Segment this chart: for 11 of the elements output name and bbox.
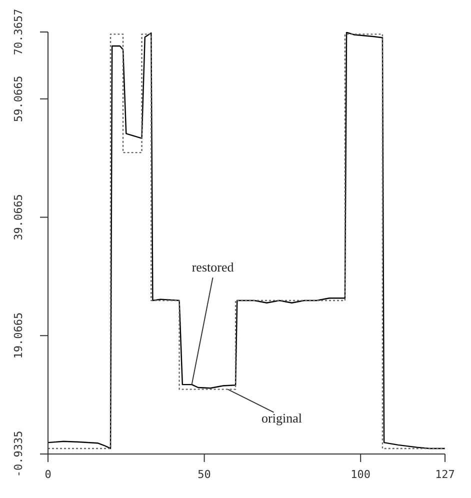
y-tick-label: 59.0665 (12, 76, 25, 122)
annotation: restored (192, 260, 234, 275)
x-tick-label: 0 (44, 468, 52, 481)
y-tick-label: -0.9335 (12, 430, 25, 478)
x-tick-label: 50 (198, 468, 211, 481)
annotation: original (262, 410, 302, 426)
x-tick-label: 100 (350, 468, 371, 481)
y-tick-label: 19.0665 (12, 312, 25, 359)
y-tick-label: 39.0665 (12, 194, 25, 240)
y-tick-label: 70.3657 (12, 8, 25, 56)
x-tick-label: 127 (435, 468, 455, 481)
